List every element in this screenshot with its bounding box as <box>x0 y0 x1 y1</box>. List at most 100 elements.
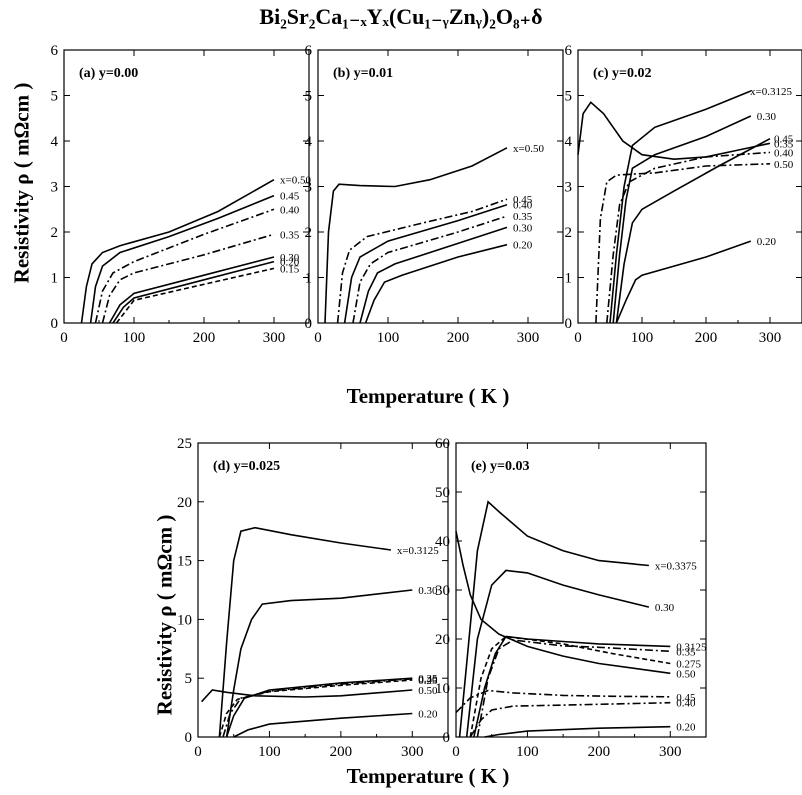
x-tick-label: 100 <box>516 744 539 760</box>
series-line <box>615 240 752 324</box>
series-label: 0.50 <box>418 685 438 697</box>
series-line <box>225 589 413 738</box>
panel-label: (e) y=0.03 <box>471 459 530 474</box>
y-tick-label: 6 <box>51 43 59 59</box>
plot-frame <box>317 49 564 324</box>
y-tick-label: 5 <box>305 89 313 105</box>
y-tick-label: 4 <box>51 134 59 150</box>
x-tick-label: 0 <box>452 744 460 760</box>
y-tick-label: 15 <box>177 554 192 570</box>
series-line <box>352 215 508 324</box>
x-tick-label: 300 <box>759 330 782 346</box>
figure-title-text: Bi₂Sr₂Ca₁₋ₓYₓ(Cu₁₋ᵧZnᵧ)₂O₈₊δ <box>259 4 543 29</box>
x-tick-label: 300 <box>263 330 286 346</box>
y-tick-label: 0 <box>443 730 451 746</box>
y-tick-label: 1 <box>565 271 573 287</box>
series-label: 0.30 <box>513 222 533 234</box>
series-label: 0.20 <box>280 257 300 269</box>
y-tick-label: 40 <box>435 534 450 550</box>
series-line <box>89 194 275 324</box>
panel-2: 0 100 200 300 0 1 2 3 4 5 6 (b) y=0.01 x=0.50 0.450.4… <box>305 43 564 346</box>
y-tick-label: 6 <box>305 43 313 59</box>
series-line <box>484 725 671 738</box>
x-tick-label: 200 <box>588 744 611 760</box>
series-line <box>108 256 275 324</box>
series-label: 0.20 <box>757 236 777 248</box>
x-tick-label: 200 <box>695 330 718 346</box>
panel-3: 0 100 200 300 0 1 2 3 4 5 6 (c) y=0.02 x=0.3125 0.30 0… <box>565 43 802 346</box>
series-label: 0.20 <box>513 240 533 252</box>
series-line <box>359 226 508 324</box>
y-tick-label: 2 <box>305 225 313 241</box>
series-line <box>455 531 671 675</box>
series-label: 0.45 <box>774 134 794 146</box>
panel-label: (c) y=0.02 <box>593 66 652 81</box>
series-label: 0.40 <box>418 674 438 686</box>
y-tick-label: 4 <box>305 134 313 150</box>
x-tick-label: 0 <box>60 330 68 346</box>
series-line <box>112 260 275 324</box>
series-label: 0.35 <box>774 138 794 150</box>
series-label: 0.40 <box>513 200 533 212</box>
x-tick-label: 100 <box>123 330 146 346</box>
series-label: 0.30 <box>418 585 438 597</box>
series-label: 0.20 <box>676 722 696 734</box>
x-tick-label: 300 <box>517 330 540 346</box>
series-line <box>364 243 508 324</box>
series-line <box>336 198 508 324</box>
series-line <box>80 179 275 324</box>
series-label: 0.20 <box>418 708 438 720</box>
series-label: 0.35 <box>513 211 533 223</box>
series-label: 0.40 <box>280 204 300 216</box>
series-line <box>115 267 275 324</box>
y-tick-label: 2 <box>565 225 573 241</box>
x-tick-label: 0 <box>314 330 322 346</box>
y-tick-label: 1 <box>305 271 313 287</box>
series-label: 0.25 <box>418 675 438 687</box>
series-label: 0.30 <box>280 252 300 264</box>
y-tick-label: 10 <box>177 612 192 628</box>
panel-label: (b) y=0.01 <box>333 66 393 81</box>
x-tick-label: 200 <box>330 744 353 760</box>
y-tick-label: 1 <box>51 271 59 287</box>
series-line <box>101 233 275 324</box>
y-tick-label: 10 <box>435 681 450 697</box>
series-label: x=0.50 <box>513 143 544 155</box>
x-tick-label: 300 <box>401 744 424 760</box>
y-tick-label: 2 <box>51 225 59 241</box>
series-label: 0.40 <box>774 147 794 159</box>
series-line <box>577 101 771 161</box>
x-tick-label: 100 <box>258 744 281 760</box>
plot-frame <box>197 442 449 738</box>
y-tick-label: 50 <box>435 485 450 501</box>
series-line <box>343 203 508 324</box>
series-label: 0.35 <box>676 646 696 658</box>
series-label: 0.35 <box>280 229 300 241</box>
series-line <box>465 569 650 738</box>
series-label: 0.45 <box>280 191 300 203</box>
y-tick-label: 5 <box>51 89 59 105</box>
series-line <box>201 689 413 703</box>
series-line <box>476 639 671 738</box>
y-tick-label: 0 <box>565 316 573 332</box>
panel-label: (a) y=0.00 <box>79 66 138 81</box>
y-tick-label: 30 <box>435 583 450 599</box>
x-tick-label: 300 <box>659 744 682 760</box>
figure-title: Bi₂Sr₂Ca₁₋ₓYₓ(Cu₁₋ᵧZnᵧ)₂O₈₊δ <box>0 4 802 30</box>
y-tick-label: 60 <box>435 436 450 452</box>
y-tick-label: 20 <box>177 495 192 511</box>
y-tick-label: 20 <box>435 632 450 648</box>
series-line <box>324 147 508 324</box>
panel-5: 0 100 200 300 0 10 20 30 40 50 60 (e) y=0.03 x=0.337… <box>435 436 707 760</box>
y-tick-label: 3 <box>305 180 313 196</box>
series-label: 0.45 <box>676 692 696 704</box>
series-label: 0.40 <box>676 698 696 710</box>
series-label: x=0.3125 <box>750 86 792 98</box>
series-label: 0.45 <box>513 194 533 206</box>
x-tick-label: 100 <box>631 330 654 346</box>
series-label: 0.50 <box>774 159 794 171</box>
y-tick-label: 0 <box>185 730 193 746</box>
series-label: 0.275 <box>676 659 701 671</box>
x-axis-label-bottom: Temperature ( K ) <box>346 764 510 788</box>
series-line <box>218 526 392 738</box>
